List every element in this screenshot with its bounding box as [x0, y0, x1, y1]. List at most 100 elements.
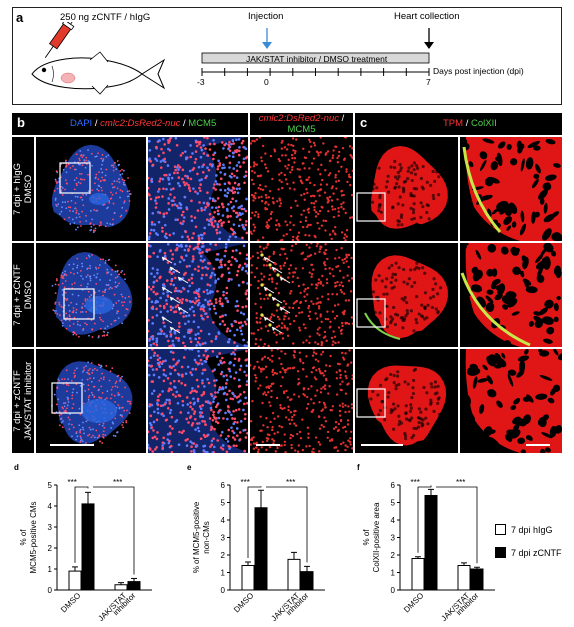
y-tick-label: 4	[48, 502, 53, 511]
row-label-1: 7 dpi + hIgG DMSO	[12, 137, 34, 241]
cmlc2-label-2: cmlc2:DsRed2-nuc	[258, 113, 339, 124]
micrograph-r3-c5	[460, 349, 562, 453]
sep: /	[463, 118, 471, 129]
tick-label-0: 0	[264, 77, 269, 87]
category-label-f: DMSO	[402, 591, 425, 614]
bar-f-1-0	[457, 565, 471, 591]
cmlc2-label: cmlc2:DsRed2-nuc	[100, 118, 181, 129]
panel-b-header2: cmlc2:DsRed2-nuc / MCM5	[250, 113, 353, 135]
sep: /	[92, 118, 101, 129]
panel-b-header: b DAPI / cmlc2:DsRed2-nuc / MCM5	[12, 113, 248, 135]
y-tick-label: 4	[221, 516, 226, 525]
sig-label: ***	[411, 478, 420, 487]
bar-e-0-1	[254, 507, 268, 591]
row3-line2: JAK/STAT inhibitor	[23, 361, 34, 441]
y-tick-label: 2	[221, 551, 226, 560]
days-label: Days post injection (dpi)	[433, 66, 524, 76]
dose-label: 250 ng zCNTF / hIgG	[60, 12, 151, 23]
y-tick-label: 0	[221, 586, 226, 595]
sig-bracket	[436, 486, 478, 564]
dapi-label: DAPI	[70, 118, 93, 129]
y-tick-label: 3	[391, 534, 396, 543]
micrograph-r1-c4	[355, 137, 458, 241]
category-label-d: DMSO	[59, 591, 82, 614]
sig-label: ***	[456, 478, 465, 487]
micrograph-r3-c1	[36, 349, 146, 453]
sig-bracket	[74, 486, 89, 563]
row-label-2: 7 dpi + zCNTF DMSO	[12, 243, 34, 347]
y-tick-label: 4	[391, 516, 396, 525]
micrograph-r1-c2	[148, 137, 248, 241]
legend: 7 dpi hIgG 7 dpi zCNTF	[495, 524, 573, 558]
category-label-e: DMSO	[232, 591, 255, 614]
panel-b-letter: b	[17, 115, 25, 130]
row2-line1: 7 dpi + zCNTF	[12, 264, 23, 326]
y-tick-label: 1	[48, 565, 53, 574]
sig-label: ***	[68, 478, 77, 487]
tpm-label: TPM	[443, 118, 464, 129]
sig-label: ***	[113, 478, 122, 487]
legend-item-higg: 7 dpi hIgG	[495, 524, 573, 535]
y-axis-label-e: non-CMs	[202, 521, 211, 553]
legend-label-zcntf: 7 dpi zCNTF	[511, 547, 562, 558]
sig-bracket	[266, 486, 308, 563]
micrograph-r2-c3	[250, 243, 353, 347]
panel-letter-e: e	[187, 463, 192, 472]
sig-label: ***	[286, 478, 295, 487]
y-tick-label: 3	[48, 523, 53, 532]
zebrafish-illustration	[31, 22, 166, 95]
panel-c-header: c TPM / ColXII	[355, 113, 562, 135]
y-tick-label: 0	[391, 586, 396, 595]
y-tick-label: 2	[391, 551, 396, 560]
y-tick-label: 6	[221, 481, 226, 490]
legend-item-zcntf: 7 dpi zCNTF	[495, 547, 573, 558]
y-tick-label: 5	[391, 499, 396, 508]
sep: /	[180, 118, 189, 129]
micrograph-r3-c4	[355, 349, 458, 453]
y-axis-label-f: ColXII-positive area	[372, 502, 381, 572]
y-tick-label: 0	[48, 586, 53, 595]
y-axis-label-d: MCM5-positive CMs	[29, 501, 38, 573]
panel-a-box	[12, 7, 562, 105]
y-tick-label: 1	[221, 569, 226, 578]
tick-label-minus3: -3	[197, 77, 205, 87]
syringe-icon	[44, 22, 75, 58]
y-tick-label: 6	[391, 481, 396, 490]
mcm5-label-2: MCM5	[287, 124, 316, 135]
mcm5-label: MCM5	[188, 118, 217, 129]
row3-line1: 7 dpi + zCNTF	[12, 370, 23, 432]
bar-d-0-0	[68, 570, 82, 591]
y-axis-label-e: % of MCM5-positive	[192, 501, 201, 573]
bar-f-0-0	[411, 558, 425, 591]
bar-d-1-1	[127, 581, 141, 591]
bar-f-0-1	[424, 495, 438, 591]
timeline	[201, 28, 434, 76]
panel-letter-d: d	[14, 463, 19, 472]
y-tick-label: 5	[221, 499, 226, 508]
y-tick-label: 2	[48, 544, 53, 553]
panel-b-header-labels: DAPI / cmlc2:DsRed2-nuc / MCM5	[70, 118, 216, 130]
bar-d-1-0	[114, 584, 128, 591]
tick-label-7: 7	[426, 77, 431, 87]
panel-c-header-labels: TPM / ColXII	[443, 118, 497, 130]
row1-line1: 7 dpi + hIgG	[12, 162, 23, 216]
micrograph-r1-c1	[36, 137, 146, 241]
y-axis-label-f: % of	[362, 529, 371, 546]
panel-c-letter: c	[360, 115, 368, 130]
micrograph-r2-c4	[355, 243, 458, 347]
y-tick-label: 3	[221, 534, 226, 543]
treatment-label: JAK/STAT inhibitor / DMSO treatment	[246, 54, 388, 64]
row-label-3: 7 dpi + zCNTF JAK/STAT inhibitor	[12, 349, 34, 453]
row2-line2: DMSO	[23, 280, 34, 310]
sig-bracket	[417, 485, 432, 553]
row1-line2: DMSO	[23, 174, 34, 204]
heart-collection-label: Heart collection	[394, 11, 460, 22]
micrograph-r3-c3	[250, 349, 353, 453]
sep: /	[338, 113, 345, 124]
injection-label: Injection	[248, 11, 284, 22]
micrograph-r3-c2	[148, 349, 248, 453]
colxii-label: ColXII	[470, 118, 497, 129]
panel-letter-f: f	[357, 463, 360, 472]
